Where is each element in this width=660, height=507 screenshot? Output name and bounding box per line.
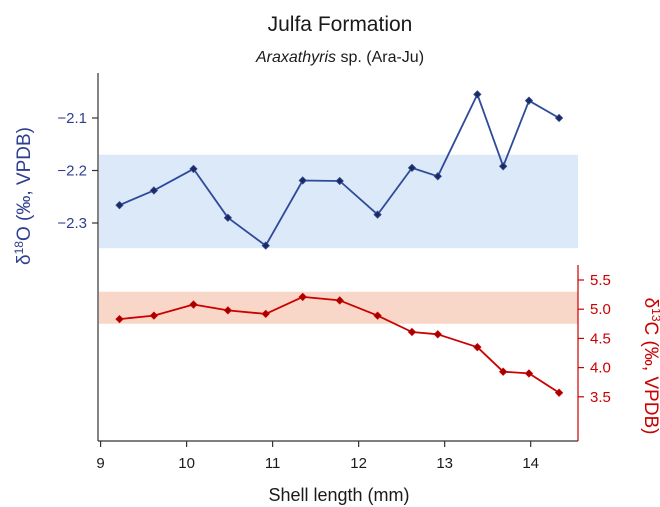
carbon-data-point: [524, 369, 534, 378]
carbon-data-point: [261, 309, 270, 319]
oxygen-reference-band: [99, 154, 578, 249]
oxygen-data-point: [115, 200, 124, 210]
right-axis-label: δ13C (‰, VPDB): [640, 298, 660, 435]
x-tick-label: 13: [436, 455, 453, 472]
carbon-data-point: [335, 296, 344, 305]
carbon-data-point: [498, 367, 508, 376]
oxygen-data-point: [223, 213, 233, 222]
reference-bands: [99, 154, 578, 324]
carbon-series-line: [119, 295, 560, 394]
oxygen-data-point: [298, 176, 307, 185]
x-tick-label: 10: [178, 455, 195, 472]
carbon-data-point: [298, 292, 307, 302]
oxygen-data-point: [407, 163, 417, 173]
carbon-data-point: [115, 314, 124, 324]
oxygen-data-point: [261, 241, 270, 250]
oxygen-data-point: [373, 210, 382, 219]
x-tick-label: 12: [350, 455, 367, 472]
oxygen-data-point: [189, 164, 198, 174]
oxygen-data-point: [524, 96, 534, 105]
oxygen-data-point: [554, 113, 564, 123]
right-tick-label: 4.5: [590, 330, 611, 347]
left-tick-label: −2.3: [57, 215, 87, 232]
x-tick-label: 9: [96, 455, 104, 472]
carbon-data-point: [223, 306, 233, 315]
series-lines: [119, 93, 560, 394]
chart-subtitle: Araxathyris sp. (Ara-Ju): [255, 49, 424, 66]
oxygen-series-line: [119, 93, 560, 247]
x-tick-label: 14: [522, 455, 539, 472]
series-points: [115, 90, 564, 397]
right-label-rest: C (‰, VPDB): [640, 321, 660, 434]
x-axis-label: Shell length (mm): [268, 485, 409, 505]
left-label-delta: δ: [14, 254, 35, 265]
left-axis-ticks: −2.1 −2.2 −2.3: [57, 110, 98, 232]
carbon-data-point: [189, 300, 198, 309]
left-axis-label: δ18O (‰, VPDB): [12, 127, 35, 265]
subtitle-rest: sp. (Ara-Ju): [336, 49, 424, 66]
left-tick-label: −2.1: [57, 110, 87, 127]
chart-title: Julfa Formation: [268, 13, 413, 36]
carbon-reference-band: [99, 291, 578, 324]
right-label-delta: δ: [640, 298, 660, 309]
x-axis-ticks: 9 10 11 12 13 14: [96, 441, 539, 472]
oxygen-data-point: [149, 186, 159, 195]
right-tick-label: 5.0: [590, 301, 611, 318]
carbon-data-point: [407, 327, 417, 337]
oxygen-data-point: [498, 162, 508, 171]
carbon-data-point: [149, 311, 159, 320]
carbon-data-point: [473, 342, 482, 352]
right-axis-ticks: 5.5 5.0 4.5 4.0 3.5: [578, 272, 611, 406]
oxygen-data-point: [433, 172, 442, 181]
carbon-data-point: [373, 311, 382, 320]
carbon-data-point: [554, 388, 564, 397]
right-tick-label: 5.5: [590, 272, 611, 289]
oxygen-data-point: [473, 90, 482, 99]
left-label-sup: 18: [12, 241, 26, 255]
right-label-sup: 13: [649, 308, 660, 322]
subtitle-genus: Araxathyris: [255, 49, 336, 66]
x-tick-label: 11: [265, 455, 281, 472]
right-tick-label: 3.5: [590, 389, 611, 406]
carbon-data-point: [433, 330, 442, 339]
left-tick-label: −2.2: [57, 163, 87, 180]
oxygen-data-point: [335, 176, 344, 186]
left-label-rest: O (‰, VPDB): [14, 127, 35, 241]
right-tick-label: 4.0: [590, 360, 611, 377]
